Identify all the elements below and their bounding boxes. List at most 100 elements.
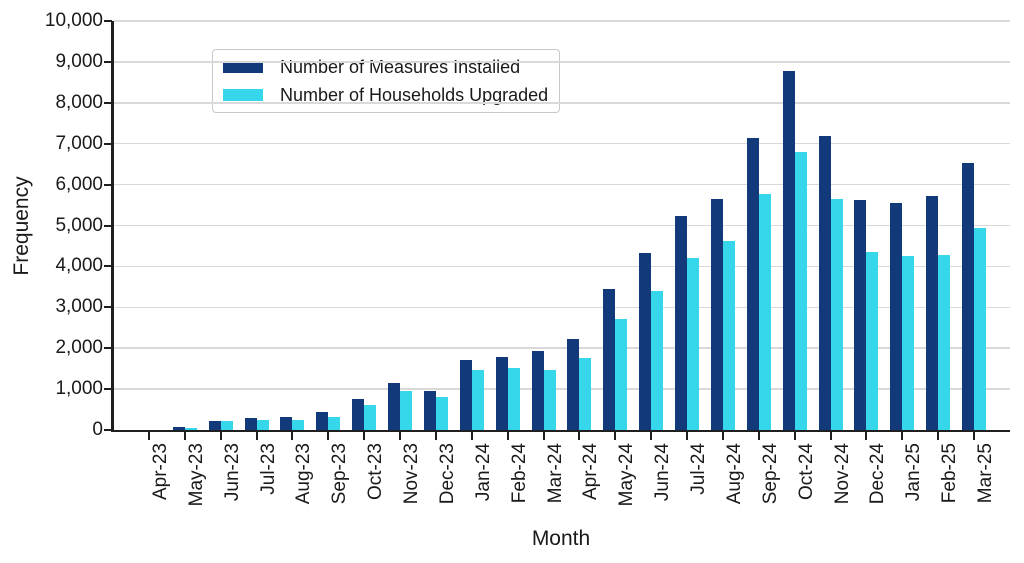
- gridline: [113, 142, 1010, 145]
- legend-item: Number of Measures Installed: [223, 55, 559, 79]
- x-axis-tick: [829, 432, 832, 440]
- x-tick-label: Dec-24: [867, 443, 889, 505]
- bar-households-upgraded: [651, 290, 664, 430]
- bar-households-upgraded: [328, 416, 341, 430]
- x-tick-label: Jul-24: [688, 443, 710, 495]
- x-axis-tick: [757, 432, 760, 440]
- bar-households-upgraded: [507, 367, 520, 430]
- y-axis-tick: [104, 183, 112, 186]
- y-axis-tick: [104, 60, 112, 63]
- x-axis-tick: [147, 432, 150, 440]
- x-axis-tick: [614, 432, 617, 440]
- bar-households-upgraded: [938, 254, 951, 430]
- x-axis-tick: [506, 432, 509, 440]
- bar-households-upgraded: [902, 256, 915, 430]
- gridline: [113, 61, 1010, 63]
- gridline: [113, 388, 1010, 390]
- y-tick-label: 5,000: [55, 214, 103, 236]
- bar-measures-installed: [603, 288, 616, 430]
- x-axis-tick: [793, 432, 796, 440]
- bar-households-upgraded: [400, 391, 413, 430]
- bar-households-upgraded: [687, 258, 700, 430]
- y-axis-tick: [104, 347, 112, 350]
- bar-measures-installed: [567, 338, 580, 430]
- bar-measures-installed: [675, 215, 688, 430]
- bar-households-upgraded: [256, 419, 269, 430]
- bar-measures-installed: [423, 391, 436, 430]
- gridline: [113, 102, 1010, 104]
- bar-households-upgraded: [292, 419, 305, 430]
- x-tick-label: Mar-24: [544, 443, 566, 504]
- x-axis-tick: [937, 432, 940, 440]
- y-axis-tick: [104, 306, 112, 309]
- bar-households-upgraded: [758, 194, 771, 430]
- y-axis-tick: [104, 224, 112, 227]
- y-tick-label: 2,000: [55, 337, 103, 359]
- gridline: [113, 265, 1010, 268]
- bar-households-upgraded: [220, 421, 233, 430]
- x-axis-tick: [721, 432, 724, 440]
- gridline: [113, 183, 1010, 186]
- y-axis-tick: [104, 101, 112, 104]
- bar-households-upgraded: [615, 318, 628, 430]
- bar-households-upgraded: [435, 397, 448, 430]
- x-tick-label: May-23: [185, 443, 207, 507]
- x-tick-label: Apr-23: [149, 443, 171, 501]
- x-axis-tick: [578, 432, 581, 440]
- y-tick-label: 0: [92, 419, 103, 440]
- y-tick-label: 10,000: [44, 10, 103, 31]
- bar-measures-installed: [172, 426, 185, 430]
- x-tick-label: Mar-25: [975, 443, 997, 504]
- bar-measures-installed: [890, 203, 903, 430]
- x-tick-label: Apr-24: [580, 443, 602, 501]
- bar-households-upgraded: [866, 251, 879, 430]
- x-axis-tick: [399, 432, 402, 440]
- x-tick-label: Nov-24: [831, 443, 853, 505]
- x-tick-label: Oct-24: [795, 443, 817, 501]
- bar-measures-installed: [782, 71, 795, 430]
- bar-households-upgraded: [364, 404, 377, 430]
- bar-households-upgraded: [471, 369, 484, 430]
- x-axis-tick: [291, 432, 294, 440]
- x-tick-label: Sep-24: [759, 443, 781, 505]
- y-tick-label: 9,000: [55, 50, 103, 72]
- bar-measures-installed: [352, 398, 365, 430]
- bar-measures-installed: [495, 357, 508, 430]
- x-tick-label: Nov-23: [401, 443, 423, 505]
- bar-measures-installed: [388, 382, 401, 430]
- x-tick-label: Feb-25: [939, 443, 961, 504]
- x-axis-tick: [434, 432, 437, 440]
- x-tick-label: Jul-23: [257, 443, 279, 495]
- bar-measures-installed: [459, 359, 472, 430]
- x-axis-tick: [363, 432, 366, 440]
- x-axis-tick: [470, 432, 473, 440]
- x-axis-title: Month: [531, 527, 591, 550]
- x-tick-label: Jun-24: [652, 443, 674, 502]
- y-axis-line: [111, 21, 114, 432]
- bar-households-upgraded: [579, 357, 592, 430]
- x-tick-label: Aug-24: [723, 443, 745, 505]
- x-axis-tick: [650, 432, 653, 440]
- bar-measures-installed: [926, 196, 939, 430]
- legend-item: Number of Households Upgraded: [223, 83, 559, 107]
- y-tick-label: 1,000: [55, 378, 103, 400]
- gridline: [113, 224, 1010, 227]
- legend-swatch: [223, 61, 263, 73]
- x-tick-label: Aug-23: [293, 443, 315, 505]
- bar-measures-installed: [710, 198, 723, 430]
- x-axis-tick: [255, 432, 258, 440]
- x-axis-tick: [327, 432, 330, 440]
- x-axis-line: [111, 429, 1010, 432]
- bar-measures-installed: [531, 351, 544, 430]
- x-tick-label: Jun-23: [221, 443, 243, 502]
- bar-measures-installed: [639, 253, 652, 430]
- x-axis-tick: [686, 432, 689, 440]
- bar-measures-installed: [244, 417, 257, 430]
- y-axis-tick: [104, 20, 112, 22]
- y-tick-label: 7,000: [55, 132, 103, 154]
- y-tick-label: 8,000: [55, 91, 103, 113]
- y-tick-label: 3,000: [55, 296, 103, 318]
- bar-households-upgraded: [543, 369, 556, 430]
- bar-households-upgraded: [184, 427, 197, 430]
